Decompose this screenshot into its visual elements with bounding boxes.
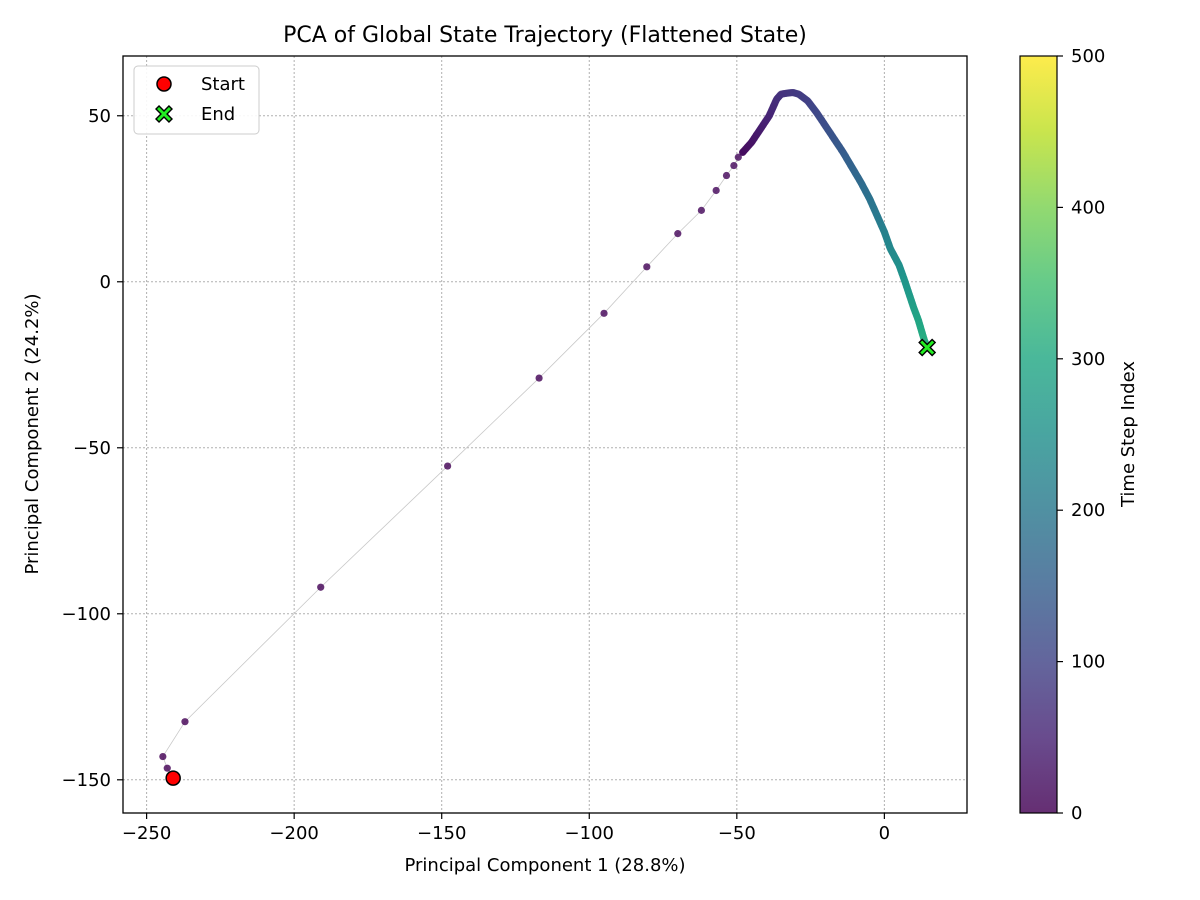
- trajectory-point: [712, 186, 720, 195]
- trajectory-point: [730, 161, 738, 170]
- trajectory-point: [600, 309, 608, 317]
- trajectory-point: [181, 718, 189, 726]
- start-marker: [165, 770, 181, 786]
- x-axis-label: Principal Component 1 (28.8%): [404, 855, 685, 876]
- end-marker: [918, 338, 937, 357]
- trajectory-point: [722, 171, 731, 180]
- start-end-markers: [165, 338, 937, 786]
- trajectory-point: [535, 374, 543, 382]
- y-tick-label: −150: [62, 770, 111, 791]
- y-axis-label: Principal Component 2 (24.2%): [22, 293, 43, 574]
- trajectory-line: [162, 92, 928, 779]
- grid-lines: [123, 56, 967, 813]
- trajectory-point: [674, 230, 682, 238]
- trajectory-connector: [162, 92, 928, 779]
- x-tick-label: 0: [879, 823, 890, 844]
- colorbar-label: Time Step Index: [1118, 361, 1139, 508]
- trajectory-point: [643, 263, 651, 271]
- colorbar: 0 100 200 300 400 500 Time Step Index: [1019, 46, 1139, 824]
- trajectory-point: [163, 764, 171, 772]
- colorbar-tick-label: 100: [1071, 652, 1105, 673]
- trajectory-point: [734, 153, 742, 161]
- colorbar-tick-label: 200: [1071, 500, 1105, 521]
- colorbar-tick-label: 0: [1071, 803, 1082, 824]
- legend-start-label: Start: [201, 74, 245, 95]
- legend-end-x-shape: [155, 105, 173, 123]
- colorbar-tick-label: 400: [1071, 197, 1105, 218]
- chart-title: PCA of Global State Trajectory (Flattene…: [283, 23, 807, 48]
- x-tick-label: −150: [417, 823, 466, 844]
- y-tick-label: −100: [62, 604, 111, 625]
- x-axis-ticks: −250 −200 −150 −100 −50 0: [122, 813, 890, 844]
- x-tick-label: −100: [565, 823, 614, 844]
- colorbar-gradient: [1020, 56, 1057, 813]
- x-tick-label: −250: [122, 823, 171, 844]
- colorbar-tick-label: 500: [1071, 46, 1105, 67]
- trajectory-point: [697, 206, 706, 214]
- legend-end-marker: [155, 105, 173, 123]
- legend-end-label: End: [201, 104, 235, 125]
- trajectory-points: [159, 89, 931, 782]
- x-tick-label: −50: [718, 823, 756, 844]
- x-tick-label: −200: [269, 823, 318, 844]
- y-tick-label: 50: [88, 106, 111, 127]
- y-axis-ticks: −150 −100 −50 0 50: [62, 106, 123, 791]
- trajectory-point: [317, 583, 325, 591]
- trajectory-point: [159, 752, 167, 761]
- plot-area-frame: [122, 55, 968, 814]
- colorbar-ticks: 0 100 200 300 400 500: [1057, 46, 1105, 824]
- y-tick-label: −50: [73, 438, 111, 459]
- colorbar-frame: [1019, 55, 1058, 814]
- colorbar-tick-label: 300: [1071, 349, 1105, 370]
- legend: Start End: [133, 65, 260, 135]
- y-tick-label: 0: [100, 272, 111, 293]
- legend-start-marker: [156, 76, 172, 92]
- trajectory-point: [444, 462, 452, 470]
